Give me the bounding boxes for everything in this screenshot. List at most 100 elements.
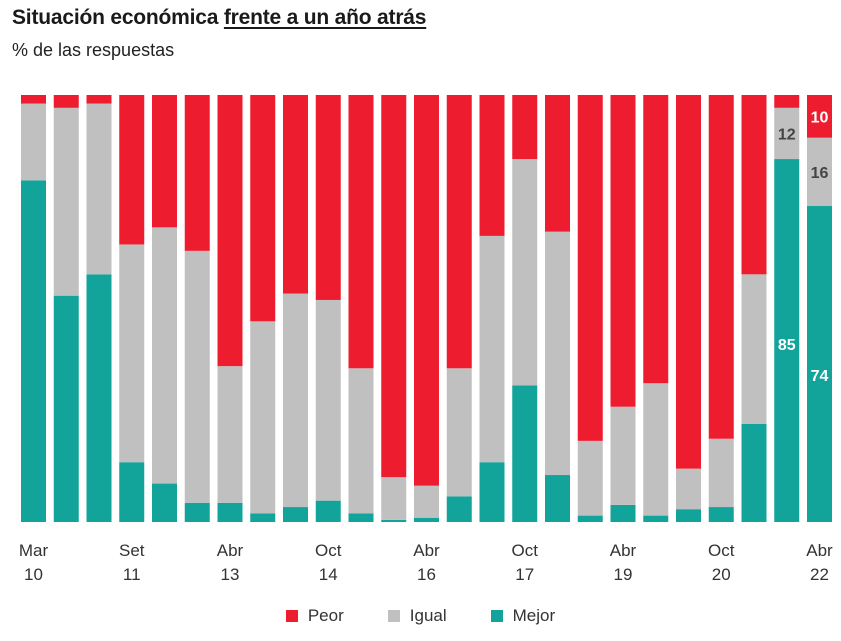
bar-segment-igual bbox=[741, 274, 767, 424]
data-label: 10 bbox=[811, 109, 829, 126]
bar-segment-igual bbox=[250, 321, 276, 514]
bar-segment-peor bbox=[479, 95, 505, 236]
bar-segment-peor bbox=[610, 95, 636, 407]
bar-segment-igual bbox=[643, 383, 669, 516]
bar-segment-igual bbox=[676, 468, 701, 510]
legend-swatch-mejor bbox=[490, 610, 503, 622]
bar-segment-peor bbox=[184, 95, 210, 251]
bar-segment-mejor bbox=[479, 462, 505, 522]
legend-swatch-peor bbox=[285, 610, 298, 622]
bar-segment-igual bbox=[315, 299, 341, 501]
bar-segment-peor bbox=[643, 95, 669, 384]
bar-segment-peor bbox=[119, 95, 145, 245]
bar-segment-mejor bbox=[545, 475, 570, 522]
bar-segment-peor bbox=[283, 95, 308, 294]
bar-segment-igual bbox=[381, 477, 407, 520]
bar-segment-igual bbox=[86, 103, 112, 275]
bar-segment-peor bbox=[708, 95, 734, 439]
x-tick-month: Oct bbox=[315, 541, 342, 560]
bar-segment-igual bbox=[21, 103, 46, 181]
legend-swatch-igual bbox=[387, 610, 400, 622]
bar-segment-mejor bbox=[512, 385, 538, 522]
bar-segment-peor bbox=[53, 95, 79, 108]
data-label: 74 bbox=[811, 368, 829, 385]
chart-subtitle: % de las respuestas bbox=[12, 40, 175, 60]
legend-item-peor: Peor bbox=[285, 606, 344, 626]
bar-segment-igual bbox=[479, 235, 505, 463]
x-tick-year: 22 bbox=[810, 565, 829, 584]
bar-segment-peor bbox=[741, 95, 767, 275]
bar-segment-peor bbox=[774, 95, 800, 108]
x-tick-year: 19 bbox=[614, 565, 633, 584]
x-tick-year: 16 bbox=[417, 565, 436, 584]
bar-segment-mejor bbox=[643, 515, 669, 522]
x-tick-month: Oct bbox=[512, 541, 539, 560]
bar-segment-mejor bbox=[315, 500, 341, 522]
bar-segment-igual bbox=[414, 485, 439, 518]
legend-label-peor: Peor bbox=[307, 606, 344, 625]
bar-segment-peor bbox=[807, 95, 832, 138]
x-tick-year: 10 bbox=[24, 565, 43, 584]
chart-title-prefix: Situación económica bbox=[12, 6, 224, 29]
bar-segment-peor bbox=[577, 95, 603, 441]
x-tick-year: 13 bbox=[221, 565, 240, 584]
bar-segment-peor bbox=[381, 95, 407, 478]
bar-segment-mejor bbox=[86, 274, 112, 522]
bar-segment-mejor bbox=[446, 496, 472, 522]
bar-segment-mejor bbox=[708, 507, 734, 522]
legend-item-mejor: Mejor bbox=[490, 606, 555, 626]
bar-segment-peor bbox=[21, 95, 46, 104]
bar-segment-igual bbox=[774, 107, 800, 160]
bar-segment-mejor bbox=[807, 206, 832, 522]
bar-segment-igual bbox=[119, 244, 145, 463]
bar-segment-igual bbox=[152, 227, 177, 484]
x-tick-month: Set bbox=[119, 541, 145, 560]
bar-segment-igual bbox=[545, 231, 570, 476]
bar-segment-peor bbox=[446, 95, 472, 369]
bar-segment-mejor bbox=[217, 502, 243, 522]
bar-segment-igual bbox=[217, 366, 243, 503]
bar-segment-mejor bbox=[741, 423, 767, 522]
bar-segment-igual bbox=[512, 159, 538, 386]
x-tick-month: Mar bbox=[19, 541, 49, 560]
chart-title: Situación económica frente a un año atrá… bbox=[12, 6, 426, 30]
bar-segment-igual bbox=[708, 438, 734, 508]
data-label: 85 bbox=[778, 337, 796, 354]
x-tick-year: 20 bbox=[712, 565, 731, 584]
bar-segment-peor bbox=[676, 95, 701, 469]
bar-segment-peor bbox=[348, 95, 374, 369]
bar-segment-mejor bbox=[119, 462, 145, 522]
bar-segment-mejor bbox=[381, 519, 407, 522]
x-tick-year: 11 bbox=[123, 565, 141, 584]
x-tick-month: Abr bbox=[806, 541, 833, 560]
x-tick-month: Abr bbox=[413, 541, 440, 560]
bar-segment-peor bbox=[414, 95, 439, 486]
bar-segment-peor bbox=[250, 95, 276, 322]
legend-item-igual: Igual bbox=[387, 606, 447, 626]
x-tick-month: Abr bbox=[217, 541, 244, 560]
bar-segment-mejor bbox=[676, 509, 701, 522]
bar-segment-mejor bbox=[53, 295, 79, 522]
bar-segment-peor bbox=[217, 95, 243, 367]
bar-segment-mejor bbox=[21, 180, 46, 522]
x-tick-month: Oct bbox=[708, 541, 735, 560]
bar-segment-peor bbox=[315, 95, 341, 300]
chart-legend: Peor Igual Mejor bbox=[0, 606, 841, 626]
data-label: 12 bbox=[778, 126, 796, 143]
bar-segment-igual bbox=[610, 406, 636, 505]
bar-segment-igual bbox=[807, 137, 832, 207]
x-tick-year: 17 bbox=[515, 565, 534, 584]
data-label: 16 bbox=[811, 165, 829, 182]
stacked-bar-chart: 85 12 74 16 10 Mar 10 Set 11 Abr 13 Oct 14 Abr 16 Oct 17… bbox=[19, 95, 833, 584]
bar-segment-peor bbox=[545, 95, 570, 232]
x-tick-month: Abr bbox=[610, 541, 637, 560]
legend-label-igual: Igual bbox=[409, 606, 447, 625]
bar-segment-igual bbox=[446, 368, 472, 497]
bar-segment-mejor bbox=[184, 502, 210, 522]
bar-segment-igual bbox=[184, 250, 210, 503]
bar-segment-mejor bbox=[348, 513, 374, 522]
bar-segment-peor bbox=[86, 95, 112, 104]
bar-segment-igual bbox=[283, 293, 308, 508]
bar-segment-mejor bbox=[152, 483, 177, 522]
bar-segment-mejor bbox=[774, 159, 800, 523]
